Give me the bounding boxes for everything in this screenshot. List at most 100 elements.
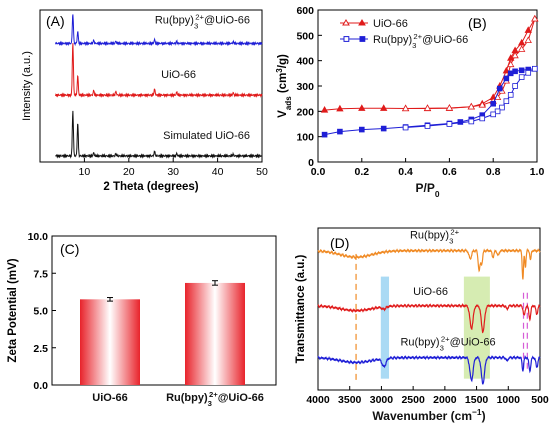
x-tick-label: 10 xyxy=(79,166,91,178)
spectrum-line-1 xyxy=(317,303,541,334)
x-axis-label: Wavenumber (cm−1) xyxy=(372,407,485,423)
data-point xyxy=(446,121,453,127)
plot-frame xyxy=(317,227,541,391)
data-point xyxy=(402,124,409,131)
y-tick-label: 10.0 xyxy=(28,231,49,243)
x-tick-label: 2000 xyxy=(433,394,457,406)
category-label-1-text: Ru(bpy) xyxy=(166,392,208,404)
legend-marker-open xyxy=(342,19,350,26)
y-tick-label: 0.0 xyxy=(33,380,48,392)
series-line-1 xyxy=(405,18,536,109)
x-tick-label: 1500 xyxy=(465,394,489,406)
data-point xyxy=(494,108,501,115)
data-point xyxy=(503,98,510,105)
legend-label-1-sup: 2+ xyxy=(413,32,422,41)
data-point xyxy=(358,104,366,111)
x-tick-label: 0.4 xyxy=(398,166,413,178)
data-point xyxy=(457,119,464,125)
data-point xyxy=(525,70,532,76)
data-point xyxy=(518,74,525,80)
series-label-0-rich-sub: 3 xyxy=(194,21,198,30)
data-point xyxy=(337,128,343,135)
data-point xyxy=(401,104,410,112)
x-tick-label: 0.0 xyxy=(311,166,326,178)
legend-marker-open xyxy=(343,36,350,42)
category-label-0: UiO-66 xyxy=(92,392,127,404)
spectrum-label-1-text: UiO-66 xyxy=(413,286,448,298)
category-label-0-text: UiO-66 xyxy=(92,392,127,404)
data-point xyxy=(499,104,505,111)
series-line-0 xyxy=(55,14,263,47)
category-label-1-sup: 2+ xyxy=(209,390,218,399)
data-point xyxy=(531,14,539,22)
legend-label-1-sub: 3 xyxy=(412,41,416,50)
data-point xyxy=(512,68,518,75)
data-point xyxy=(512,83,518,89)
legend-label-0-text: UiO-66 xyxy=(373,18,408,30)
data-point xyxy=(478,100,486,108)
x-tick-label: 3500 xyxy=(338,394,362,406)
spectrum-label-2: Ru(bpy)32+@UiO-66 xyxy=(400,334,495,352)
panel-a-xrd: (A) 10 20 30 40 50 2 Theta (degrees) Intensity … xyxy=(21,9,268,193)
panel-label: (A) xyxy=(46,13,65,29)
y-tick-label: 100 xyxy=(296,132,314,144)
data-point xyxy=(423,104,432,111)
legend-marker-filled xyxy=(358,19,366,26)
data-point xyxy=(321,131,328,138)
y-axis-label-sup: 3 xyxy=(275,68,284,73)
y-axis-label-unit: (cm xyxy=(277,73,289,97)
y-axis-label: Intensity (a.u.) xyxy=(21,51,33,121)
series-label-0-rich-tail: @UiO-66 xyxy=(204,14,250,26)
data-point xyxy=(532,65,538,72)
x-tick-label: 4000 xyxy=(306,394,330,406)
legend-label-1-tail: @UiO-66 xyxy=(422,34,468,46)
series-label-0-rich-sup: 2+ xyxy=(195,12,204,21)
series-label-0-rich-text: Ru(bpy) xyxy=(155,14,194,26)
data-point xyxy=(524,36,532,43)
panel-c-zeta: (C) 0.0 2.5 5.0 7.5 10.0 Zeta Potential (mV) Ui… xyxy=(7,231,277,408)
x-tick-label: 500 xyxy=(531,394,549,406)
y-tick-label: 400 xyxy=(296,56,314,68)
x-axis-label-text: Wavenumber (cm xyxy=(372,409,472,423)
data-point xyxy=(479,115,486,122)
x-axis-label-text: P/P xyxy=(415,181,434,195)
x-tick-label: 0.8 xyxy=(486,166,501,178)
y-tick-label: 300 xyxy=(296,81,314,93)
y-axis-label-text: V xyxy=(277,110,289,118)
panel-d-ftir: (D) 4000 3500 3000 2500 2000 1500 1000 500 Wavenu… xyxy=(295,227,549,423)
x-tick-label: 1.0 xyxy=(530,166,545,178)
y-axis-label-end: /g) xyxy=(277,54,289,68)
data-point xyxy=(468,118,475,125)
x-tick-label: 20 xyxy=(123,166,135,178)
data-point xyxy=(518,67,525,74)
data-point xyxy=(507,60,515,68)
data-point xyxy=(358,126,365,133)
data-point xyxy=(503,75,510,82)
series-label-0-rich: Ru(bpy)32+@UiO-66 xyxy=(155,12,250,30)
x-axis-label-sup: −1 xyxy=(472,407,482,417)
data-point xyxy=(517,38,526,46)
spectrum-label-0-text: Ru(bpy) xyxy=(410,229,449,241)
data-point xyxy=(336,104,344,112)
spectrum-label-0-sub: 3 xyxy=(449,236,453,245)
data-point xyxy=(490,100,496,107)
bar-0 xyxy=(80,299,140,385)
spectrum-label-1: UiO-66 xyxy=(413,286,448,298)
x-tick-label: 1000 xyxy=(497,394,521,406)
x-tick-label: 0.2 xyxy=(354,166,369,178)
x-tick-label: 3000 xyxy=(370,394,394,406)
panel-b-isotherm: (B) 0.0 0.2 0.4 0.6 0.8 1.0 0 100 200 300 400 500 600… xyxy=(275,5,545,199)
data-point xyxy=(380,125,387,132)
data-point xyxy=(511,51,519,59)
x-tick-label: 50 xyxy=(256,166,268,178)
data-point xyxy=(424,123,431,129)
data-point xyxy=(517,45,526,52)
data-point xyxy=(320,106,329,113)
x-axis-label: 2 Theta (degrees) xyxy=(103,181,198,193)
data-point xyxy=(496,85,503,92)
x-axis-label-tail: ) xyxy=(482,409,486,423)
spectrum-label-2-sup: 2+ xyxy=(441,334,450,343)
series-label-1: UiO-66 xyxy=(161,69,196,81)
x-tick-label: 30 xyxy=(167,166,179,178)
